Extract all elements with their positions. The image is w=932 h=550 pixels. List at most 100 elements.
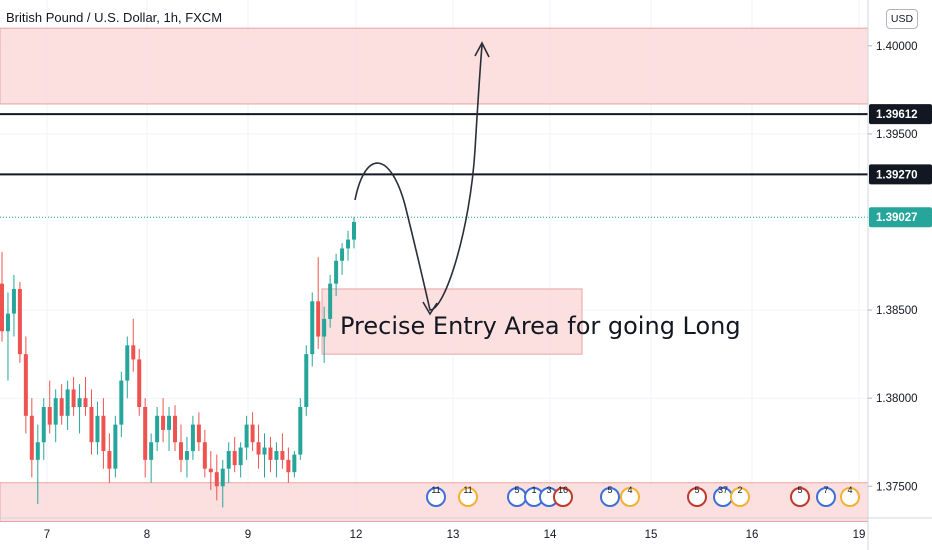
candle-body [17, 288, 22, 355]
candle-body [149, 442, 154, 460]
price-tick-label: 1.38500 [876, 305, 918, 317]
economic-events: 11 11 5 1 3 16 5 4 5 37 2 5 7 4 [426, 485, 860, 507]
event-count: 5 [694, 485, 699, 495]
resistance-zone [0, 27, 869, 105]
candle-body [23, 354, 28, 416]
candle-body [226, 451, 231, 469]
horizontal-levels [0, 113, 868, 218]
event-count: 2 [737, 485, 742, 495]
candle-body [155, 415, 160, 443]
entry-zone [321, 288, 583, 355]
candle-body [214, 472, 219, 487]
time-tick-label: 16 [746, 529, 759, 541]
arrow-head-up [474, 41, 490, 58]
candle-body [137, 359, 142, 407]
candle-body [53, 398, 58, 425]
candle-body [95, 415, 100, 443]
time-tick-label: 15 [645, 529, 658, 541]
event-flag-icon [840, 487, 860, 507]
event-flag-icon [553, 487, 573, 507]
candle-body [280, 451, 285, 460]
event-flag-icon [458, 487, 478, 507]
event-count: 16 [558, 485, 568, 495]
price-label-text: 1.39612 [876, 109, 918, 121]
price-tick-label: 1.39500 [876, 129, 918, 141]
candle-body [65, 389, 70, 416]
event-count: 5 [607, 485, 612, 495]
candle-body [322, 318, 327, 337]
candle-body [101, 415, 106, 452]
time-axis: 7 8 9 12 13 14 15 16 19 [0, 517, 932, 541]
price-label-badge [869, 207, 932, 228]
price-tick-label: 1.40000 [876, 41, 918, 53]
candle-body [89, 407, 94, 443]
projection-arrow [354, 44, 483, 311]
candle-body [286, 459, 291, 473]
candle-body [113, 424, 118, 469]
price-tick-label: 1.38000 [876, 393, 918, 405]
event-count: 11 [463, 485, 472, 495]
candle-body [202, 442, 207, 469]
price-label-text: 1.39270 [876, 169, 918, 181]
candle-body [161, 415, 166, 430]
price-tick-label: 1.37500 [876, 481, 918, 493]
candle-body [250, 424, 255, 443]
candle-body [5, 313, 10, 332]
candle-body [178, 442, 183, 460]
candle-body [83, 398, 88, 407]
currency-button[interactable]: USD [886, 9, 918, 29]
projection-path [354, 41, 490, 316]
event-flag-icon [790, 487, 810, 507]
event-count: 5 [514, 485, 519, 495]
candle-body [196, 424, 201, 443]
candle-body [167, 415, 172, 430]
chart-title: British Pound / U.S. Dollar, 1h, FXCM [6, 10, 223, 25]
candle-body [310, 301, 315, 355]
price-label-text: 1.39027 [876, 212, 918, 224]
event-count: 4 [847, 485, 852, 495]
event-count: 11 [431, 485, 440, 495]
candle-body [244, 424, 249, 448]
event-flag-icon [816, 487, 836, 507]
candle-body [29, 415, 34, 460]
candle-body [232, 451, 237, 466]
price-axis: 1.37500 1.38000 1.38500 1.39500 1.40000 1.396… [867, 0, 932, 550]
candle-body [328, 283, 333, 319]
time-tick-label: 14 [544, 529, 557, 541]
event-flag-icon [730, 487, 750, 507]
price-label-badge [869, 104, 932, 125]
candle-body [143, 407, 148, 460]
candlestick-series [0, 216, 356, 508]
candle-body [107, 451, 112, 469]
candle-body [59, 398, 64, 416]
candle-body [262, 447, 267, 455]
time-tick-label: 12 [350, 529, 363, 541]
candle-body [298, 407, 303, 455]
time-tick-label: 7 [44, 529, 50, 541]
candle-body [292, 454, 297, 473]
candle-body [11, 288, 16, 314]
event-count: 4 [627, 485, 632, 495]
highlight-zones [0, 27, 869, 523]
candle-body [77, 398, 82, 407]
candle-body [220, 468, 225, 487]
candle-body [71, 389, 76, 407]
arrow-head-down [422, 301, 438, 316]
time-tick-label: 13 [447, 529, 460, 541]
event-count: 3 [546, 485, 551, 495]
event-flag-icon [620, 487, 640, 507]
candle-body [190, 424, 195, 452]
price-label-badge [869, 164, 932, 185]
candle-body [173, 415, 178, 443]
candle-body [316, 301, 321, 337]
event-count: 37 [718, 485, 728, 495]
time-tick-label: 9 [245, 529, 251, 541]
time-tick-label: 19 [853, 529, 866, 541]
candle-body [184, 451, 189, 460]
candle-body [125, 345, 130, 381]
event-count: 7 [823, 485, 828, 495]
candle-body [0, 283, 4, 332]
candle-body [238, 447, 243, 466]
candle-body [256, 442, 261, 455]
